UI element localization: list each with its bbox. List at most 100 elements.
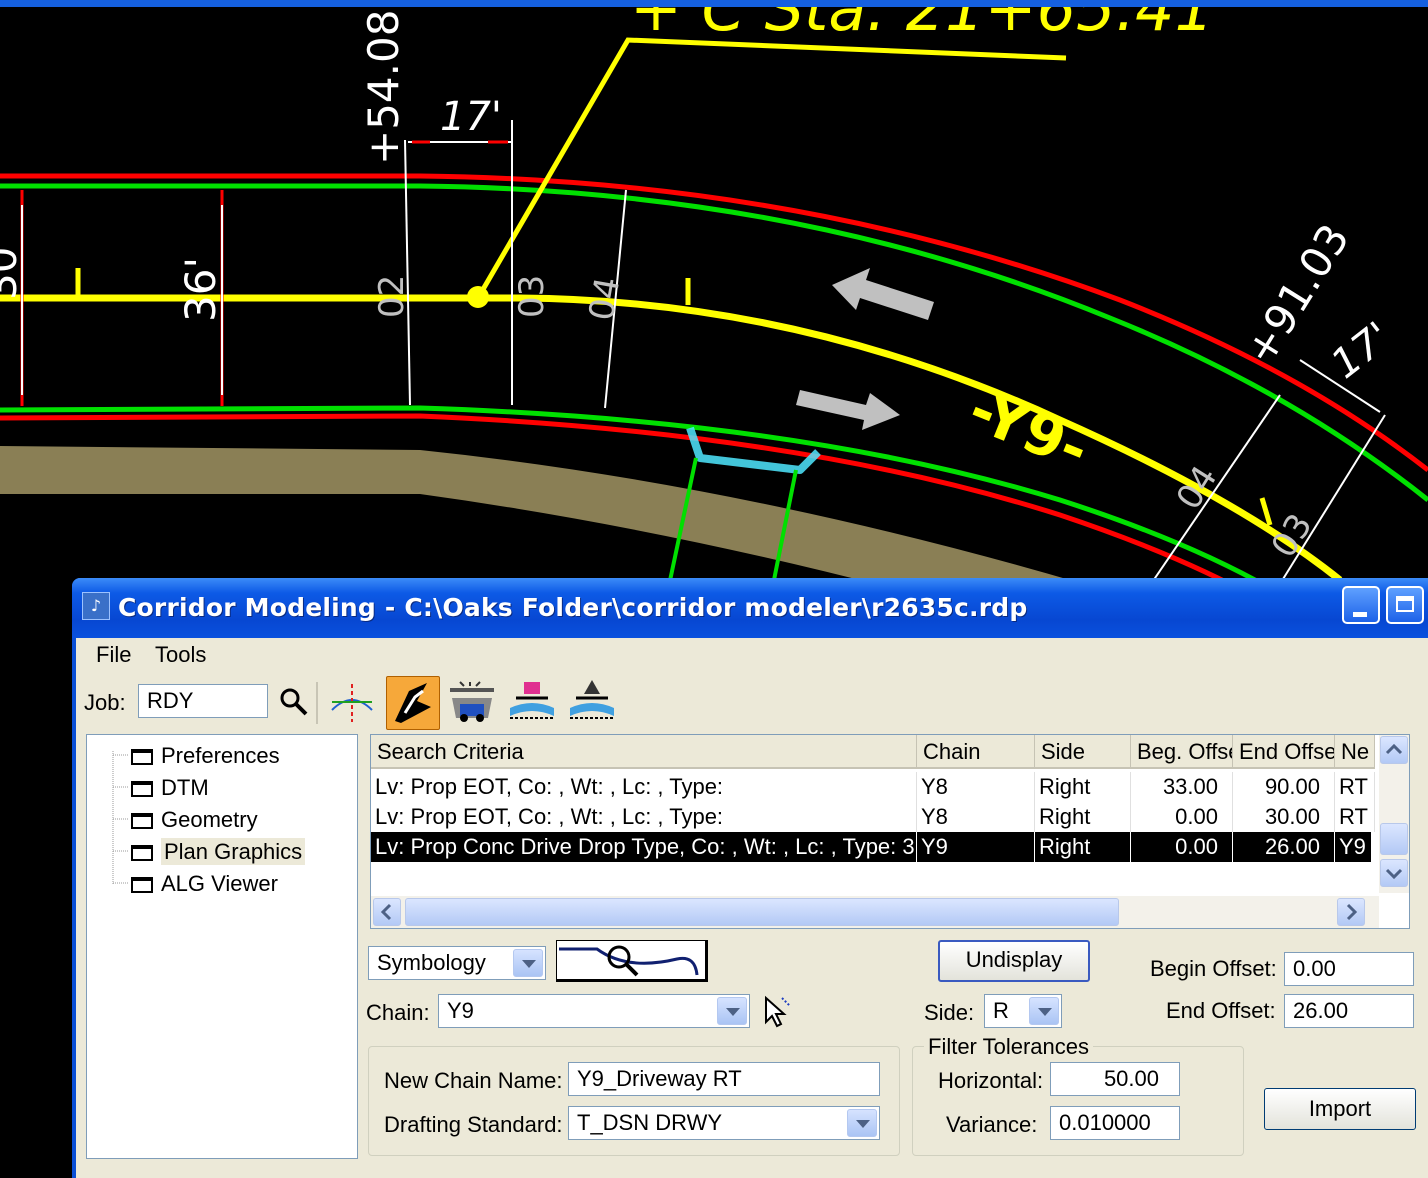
tree-item-alg-viewer[interactable]: ALG Viewer xyxy=(131,871,278,897)
tree-item-preferences[interactable]: Preferences xyxy=(131,743,280,769)
scroll-thumb-vertical[interactable] xyxy=(1380,823,1408,855)
driveway-outline xyxy=(686,426,821,474)
surface-drape-icon[interactable] xyxy=(506,678,558,730)
edge-line-green-bottom xyxy=(0,405,1292,603)
new-chain-name-input[interactable]: Y9_Driveway RT xyxy=(568,1062,880,1096)
station-leader xyxy=(475,37,1067,300)
cell-side: Right xyxy=(1035,772,1131,802)
cell-new: RT xyxy=(1335,802,1375,832)
chevron-down-icon[interactable] xyxy=(847,1109,877,1137)
column-header-beg-offset[interactable]: Beg. Offse xyxy=(1131,735,1233,769)
horizontal-label: Horizontal: xyxy=(938,1068,1044,1093)
search-icon[interactable] xyxy=(278,686,310,718)
scroll-down-button[interactable] xyxy=(1380,859,1408,887)
import-button[interactable]: Import xyxy=(1264,1088,1416,1130)
table-row[interactable]: Lv: Prop EOT, Co: , Wt: , Lc: , Type: Y8… xyxy=(371,772,1375,802)
chevron-up-icon xyxy=(1385,743,1403,755)
horizontal-scrollbar[interactable] xyxy=(371,896,1379,928)
dim-17-top-label: 17' xyxy=(440,94,502,140)
cell-beg-offset: 0.00 xyxy=(1131,832,1233,862)
drafting-standard-select[interactable]: T_DSN DRWY xyxy=(568,1106,880,1140)
menu-file[interactable]: File xyxy=(96,642,132,667)
navigation-tree: Preferences DTM Geometry Plan Graphics A… xyxy=(86,734,358,1159)
end-offset-input[interactable]: 26.00 xyxy=(1284,994,1414,1028)
column-header-chain[interactable]: Chain xyxy=(917,735,1035,769)
app-icon: ♪ xyxy=(82,592,110,620)
title-bar[interactable]: ♪ Corridor Modeling - C:\Oaks Folder\cor… xyxy=(72,578,1428,638)
corridor-tool-button[interactable] xyxy=(386,676,440,730)
maximize-button[interactable] xyxy=(1386,586,1424,624)
dim-30-label: 30 xyxy=(0,247,26,300)
column-header-end-offset[interactable]: End Offse xyxy=(1233,735,1335,769)
menu-tools[interactable]: Tools xyxy=(155,642,207,667)
corridor-modeling-window: ♪ Corridor Modeling - C:\Oaks Folder\cor… xyxy=(72,578,1428,1178)
begin-offset-input[interactable]: 0.00 xyxy=(1284,952,1414,986)
tree-item-dtm[interactable]: DTM xyxy=(131,775,209,801)
tree-item-geometry[interactable]: Geometry xyxy=(131,807,258,833)
chevron-down-icon xyxy=(1385,868,1403,880)
side-select[interactable]: R xyxy=(984,994,1062,1028)
chevron-down-icon[interactable] xyxy=(1029,997,1059,1025)
tree-node-icon xyxy=(131,749,153,766)
scroll-thumb-horizontal[interactable] xyxy=(405,898,1119,926)
tree-item-plan-graphics[interactable]: Plan Graphics xyxy=(131,838,306,865)
begin-offset-label: Begin Offset: xyxy=(1150,956,1277,981)
cell-beg-offset: 33.00 xyxy=(1131,772,1233,802)
tree-node-icon xyxy=(131,877,153,894)
cell-side: Right xyxy=(1035,802,1131,832)
job-input[interactable]: RDY xyxy=(138,684,268,718)
centerline-icon[interactable] xyxy=(328,682,376,724)
scroll-up-button[interactable] xyxy=(1380,736,1408,764)
minimize-icon xyxy=(1353,612,1367,617)
column-header-search-criteria[interactable]: Search Criteria xyxy=(371,735,917,769)
cell-chain: Y8 xyxy=(917,802,1035,832)
column-header-new[interactable]: Ne xyxy=(1335,735,1375,769)
symbology-select[interactable]: Symbology xyxy=(368,946,546,980)
chevron-down-icon[interactable] xyxy=(513,949,543,977)
maximize-icon xyxy=(1396,596,1414,612)
cell-beg-offset: 0.00 xyxy=(1131,802,1233,832)
dim-36-label: 36' xyxy=(176,257,225,322)
scroll-right-button[interactable] xyxy=(1337,898,1365,926)
direction-arrow-left-icon xyxy=(832,268,934,320)
chain-label: Chain: xyxy=(366,1000,430,1025)
column-header-side[interactable]: Side xyxy=(1035,735,1131,769)
horizontal-input[interactable]: 50.00 xyxy=(1050,1062,1180,1096)
cell-search-criteria: Lv: Prop EOT, Co: , Wt: , Lc: , Type: xyxy=(371,772,917,802)
chevron-down-icon[interactable] xyxy=(717,997,747,1025)
job-label: Job: xyxy=(84,690,126,715)
table-row[interactable]: Lv: Prop EOT, Co: , Wt: , Lc: , Type: Y8… xyxy=(371,802,1375,832)
cell-search-criteria: Lv: Prop EOT, Co: , Wt: , Lc: , Type: xyxy=(371,802,917,832)
new-chain-name-label: New Chain Name: xyxy=(384,1068,563,1093)
table-row-selected[interactable]: Lv: Prop Conc Drive Drop Type, Co: , Wt:… xyxy=(371,832,1375,862)
symbology-preview-button[interactable] xyxy=(556,940,708,982)
minimize-button[interactable] xyxy=(1342,586,1380,624)
edge-line-green-top xyxy=(0,183,1428,502)
dialog-body: File Tools Job: RDY xyxy=(76,638,1428,1178)
undisplay-button[interactable]: Undisplay xyxy=(938,940,1090,982)
station-label: + C Sta. 21+65.41 xyxy=(630,0,1214,45)
station-03-label: 03 xyxy=(512,275,552,318)
pick-chain-cursor-icon[interactable] xyxy=(760,994,794,1030)
variance-input[interactable]: 0.010000 xyxy=(1050,1106,1180,1140)
scroll-left-button[interactable] xyxy=(373,898,401,926)
edge-line-red-bottom xyxy=(0,413,1262,603)
surface-import-icon[interactable] xyxy=(566,678,618,730)
direction-arrow-right-icon xyxy=(796,390,900,430)
chain-value: Y9 xyxy=(447,998,474,1023)
filter-tolerances-title: Filter Tolerances xyxy=(924,1034,1093,1060)
tree-node-icon xyxy=(131,781,153,798)
edge-line-red-top xyxy=(0,173,1428,472)
cell-side: Right xyxy=(1035,832,1131,862)
chain-select[interactable]: Y9 xyxy=(438,994,750,1028)
vertical-scrollbar[interactable] xyxy=(1379,735,1409,893)
cell-end-offset: 90.00 xyxy=(1233,772,1335,802)
cell-end-offset: 30.00 xyxy=(1233,802,1335,832)
cell-chain: Y8 xyxy=(917,772,1035,802)
template-icon[interactable] xyxy=(446,678,498,730)
new-chain-group xyxy=(368,1046,900,1156)
cell-search-criteria: Lv: Prop Conc Drive Drop Type, Co: , Wt:… xyxy=(371,832,917,862)
chevron-left-icon xyxy=(380,903,392,921)
centerline-y9 xyxy=(0,294,1343,583)
side-value: R xyxy=(993,998,1009,1023)
